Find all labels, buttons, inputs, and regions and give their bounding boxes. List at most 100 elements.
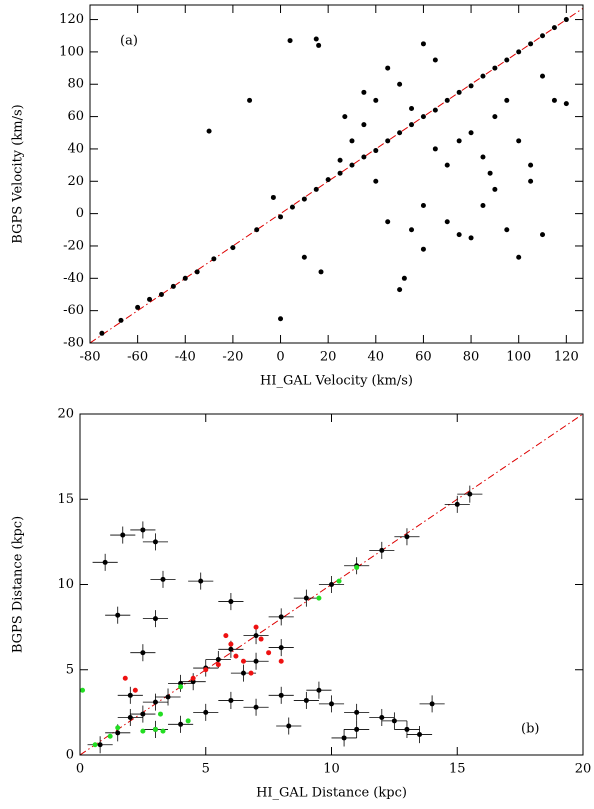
point [80,687,86,693]
point [152,726,158,732]
point [409,122,415,128]
point [127,692,133,698]
point [258,636,264,642]
point [102,559,108,565]
point [404,726,410,732]
x-axis-label: HI_GAL Velocity (km/s) [260,374,413,389]
point [417,732,423,738]
plot-frame [89,4,584,344]
point [152,539,158,545]
point [313,36,319,42]
point [444,219,450,225]
point [228,641,234,647]
point [361,122,367,128]
panel: 0 5 10 15 20 0 5 10 15 20 HI_GAL Distance (kpc) BGP… [11,407,592,801]
point [540,232,546,238]
point [286,723,292,729]
point [278,692,284,698]
y-tick-label: 80 [67,77,84,92]
y-tick-label: 15 [57,492,74,507]
point [203,667,209,673]
point [468,130,474,136]
point [135,304,141,310]
point [480,203,486,209]
point [118,317,124,323]
y-tick-label: 5 [66,662,74,677]
point [178,721,184,727]
x-tick-label: 0 [276,350,284,365]
point [468,235,474,241]
point [97,742,103,748]
plot-area [90,7,583,343]
point [504,57,510,63]
point [420,246,426,252]
point [247,97,253,103]
point [456,138,462,144]
point [468,83,474,89]
point [115,730,121,736]
point [420,203,426,209]
point [516,254,522,260]
point [420,41,426,47]
point [563,101,569,107]
point [127,714,133,720]
point [266,650,272,656]
point [432,107,438,113]
point [504,227,510,233]
point [354,726,360,732]
point [316,595,322,601]
point [563,17,569,23]
point [397,81,403,87]
point [551,97,557,103]
point [379,714,385,720]
x-tick-label: 20 [320,350,337,365]
point [467,491,473,497]
point [540,73,546,79]
point [456,89,462,95]
point [354,564,360,570]
y-tick-label: -80 [63,336,84,351]
point [152,616,158,622]
x-tick-label: 80 [463,350,480,365]
point [337,157,343,163]
point [373,178,379,184]
point [504,97,510,103]
point [270,194,276,200]
point [432,146,438,152]
point [551,25,557,31]
x-tick-label: 60 [415,350,432,365]
point [228,697,234,703]
point [528,162,534,168]
x-tick-label: -20 [222,350,243,365]
point [349,138,355,144]
point [165,694,171,700]
point [160,576,166,582]
point [342,114,348,120]
point [278,614,284,620]
x-tick-label: -40 [175,350,196,365]
point [287,38,293,44]
point [336,578,342,584]
panel-label: (a) [120,34,138,49]
point [215,662,221,668]
point [487,170,493,176]
point [190,675,196,681]
x-tick-label: 10 [323,762,340,777]
point [278,645,284,651]
point [223,633,229,639]
point [316,687,322,693]
point [329,582,334,587]
point [492,114,498,120]
point [409,106,415,112]
point [140,650,146,656]
point [122,675,128,681]
point [397,287,403,293]
point [516,49,522,55]
point [492,186,498,192]
point [99,330,105,336]
x-tick-label: 120 [554,350,579,365]
point [228,599,234,605]
point [215,657,221,663]
point [140,711,146,717]
